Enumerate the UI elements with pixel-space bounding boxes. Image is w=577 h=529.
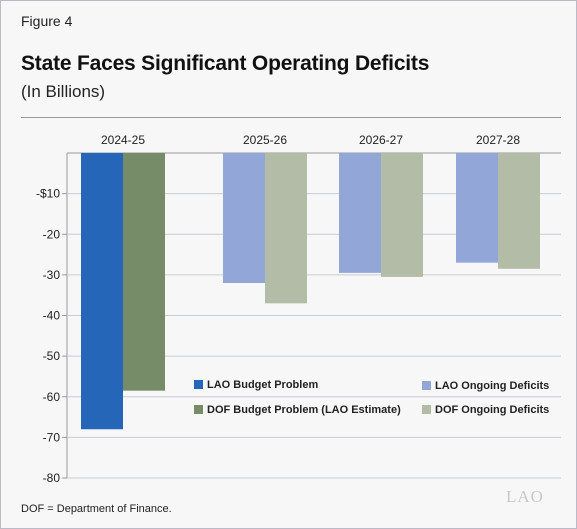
y-tick-label: -80: [43, 471, 61, 485]
bar-dof-budget-problem: [123, 153, 165, 391]
figure-label: Figure 4: [21, 13, 73, 29]
x-category-label: 2027-28: [476, 133, 520, 147]
y-tick-label: -$10: [36, 187, 60, 201]
legend-swatch-lao-ongoing: [422, 381, 431, 390]
footnote: DOF = Department of Finance.: [21, 503, 172, 515]
chart-subtitle: (In Billions): [21, 82, 106, 101]
legend-swatch-dof-budget: [194, 405, 203, 414]
bar-lao-budget-problem: [81, 153, 123, 430]
x-category-label: 2025-26: [243, 133, 287, 147]
legend-label-lao-ongoing: LAO Ongoing Deficits: [435, 380, 550, 392]
x-category-label: 2026-27: [359, 133, 403, 147]
legend-label-dof-budget: DOF Budget Problem (LAO Estimate): [207, 404, 401, 416]
bar-lao-ongoing-deficits: [339, 153, 381, 273]
lao-logo: LAO: [506, 487, 544, 506]
chart-title: State Faces Significant Operating Defici…: [21, 52, 430, 75]
legend-swatch-lao-budget: [194, 380, 203, 389]
bar-lao-ongoing-deficits: [456, 153, 498, 263]
y-tick-label: -50: [43, 349, 61, 363]
y-tick-label: -60: [43, 390, 61, 404]
legend-swatch-dof-ongoing: [422, 405, 431, 414]
bar-lao-ongoing-deficits: [223, 153, 265, 283]
x-category-label: 2024-25: [101, 133, 145, 147]
y-tick-label: -20: [43, 227, 61, 241]
legend-item-lao-budget: LAO Budget Problem: [194, 379, 318, 391]
title-divider: [21, 117, 561, 118]
y-tick-label: -70: [43, 430, 61, 444]
y-tick-label: -30: [43, 268, 61, 282]
legend-label-lao-budget: LAO Budget Problem: [207, 379, 319, 391]
legend-label-dof-ongoing: DOF Ongoing Deficits: [435, 404, 550, 416]
bar-dof-ongoing-deficits: [381, 153, 423, 277]
legend-item-dof-ongoing: DOF Ongoing Deficits: [422, 404, 549, 416]
legend-item-dof-budget: DOF Budget Problem (LAO Estimate): [194, 404, 401, 416]
bar-dof-ongoing-deficits: [265, 153, 307, 304]
legend-item-lao-ongoing: LAO Ongoing Deficits: [422, 380, 549, 392]
y-tick-label: -40: [43, 309, 61, 323]
bar-dof-ongoing-deficits: [498, 153, 540, 269]
